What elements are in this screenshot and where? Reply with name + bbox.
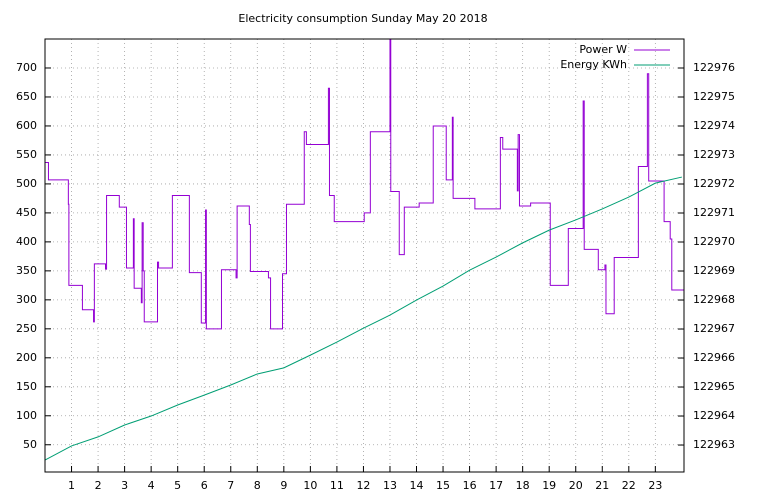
y2-tick-label: 122973 <box>693 148 735 161</box>
y2-tick-label: 122968 <box>693 293 735 306</box>
x-tick-label: 8 <box>254 479 261 492</box>
x-tick-label: 1 <box>68 479 75 492</box>
x-tick-label: 3 <box>121 479 128 492</box>
x-tick-label: 17 <box>489 479 503 492</box>
y2-tick-label: 122965 <box>693 380 735 393</box>
x-tick-label: 21 <box>595 479 609 492</box>
y-tick-label: 250 <box>16 322 37 335</box>
x-tick-label: 7 <box>227 479 234 492</box>
chart-title: Electricity consumption Sunday May 20 20… <box>238 12 487 25</box>
plot-area <box>45 39 684 461</box>
series-line <box>45 176 682 461</box>
x-tick-label: 15 <box>436 479 450 492</box>
y2-tick-label: 122976 <box>693 61 735 74</box>
x-tick-label: 20 <box>569 479 583 492</box>
x-tick-label: 2 <box>95 479 102 492</box>
y-tick-label: 100 <box>16 409 37 422</box>
y-tick-label: 200 <box>16 351 37 364</box>
grid <box>45 39 684 472</box>
y-tick-label: 650 <box>16 90 37 103</box>
x-tick-label: 10 <box>303 479 317 492</box>
x-tick-label: 5 <box>174 479 181 492</box>
x-tick-label: 13 <box>383 479 397 492</box>
x-tick-label: 12 <box>356 479 370 492</box>
y-tick-label: 700 <box>16 61 37 74</box>
y2-tick-label: 122969 <box>693 264 735 277</box>
y-tick-label: 550 <box>16 148 37 161</box>
y-tick-label: 350 <box>16 264 37 277</box>
y-tick-label: 600 <box>16 119 37 132</box>
legend-label: Power W <box>579 43 627 56</box>
y2-tick-label: 122974 <box>693 119 735 132</box>
x-tick-label: 11 <box>330 479 344 492</box>
y-tick-label: 150 <box>16 380 37 393</box>
x-tick-label: 14 <box>410 479 424 492</box>
legend-label: Energy KWh <box>560 58 627 71</box>
y2-tick-label: 122971 <box>693 206 735 219</box>
y-tick-label: 450 <box>16 206 37 219</box>
x-tick-label: 19 <box>542 479 556 492</box>
y-tick-label: 50 <box>23 438 37 451</box>
x-tick-label: 23 <box>648 479 662 492</box>
y-tick-label: 300 <box>16 293 37 306</box>
x-tick-label: 4 <box>148 479 155 492</box>
y2-tick-label: 122967 <box>693 322 735 335</box>
y-tick-label: 400 <box>16 235 37 248</box>
x-tick-label: 9 <box>280 479 287 492</box>
y-tick-label: 500 <box>16 177 37 190</box>
y2-tick-label: 122975 <box>693 90 735 103</box>
x-tick-label: 16 <box>463 479 477 492</box>
x-tick-label: 22 <box>622 479 636 492</box>
series-line <box>45 39 684 330</box>
y2-tick-label: 122963 <box>693 438 735 451</box>
y2-tick-label: 122972 <box>693 177 735 190</box>
x-tick-label: 18 <box>516 479 530 492</box>
y2-tick-label: 122964 <box>693 409 735 422</box>
y2-tick-label: 122970 <box>693 235 735 248</box>
plot-border <box>44 38 685 473</box>
x-tick-label: 6 <box>201 479 208 492</box>
y2-tick-label: 122966 <box>693 351 735 364</box>
